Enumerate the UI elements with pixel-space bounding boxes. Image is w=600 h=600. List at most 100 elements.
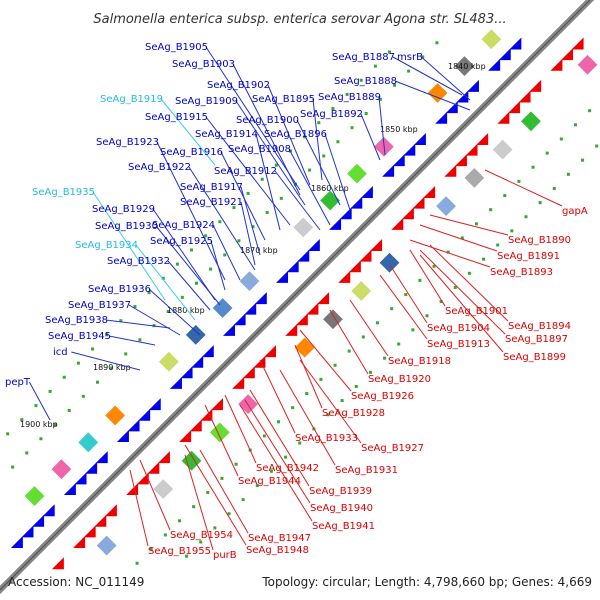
track-dot: [340, 399, 344, 403]
reverse-gene-label: SeAg_B1913: [427, 339, 490, 350]
leader-line: [409, 239, 491, 268]
leader-line: [128, 304, 181, 336]
reverse-gene-arrow: [359, 249, 372, 262]
track-dot: [246, 191, 250, 195]
reverse-gene-label: SeAg_B1920: [368, 374, 431, 385]
track-dot: [6, 432, 10, 436]
reverse-gene-label: SeAg_B1918: [388, 356, 451, 367]
track-dot: [161, 276, 165, 280]
feature-block: [464, 167, 485, 188]
leader-line: [71, 351, 141, 371]
reverse-gene-arrow: [73, 536, 86, 549]
leader-line: [349, 299, 389, 357]
track-dot: [124, 352, 128, 356]
track-dot: [223, 253, 227, 257]
leader-line: [267, 84, 311, 186]
forward-gene-arrow: [488, 58, 501, 71]
track-dot: [180, 295, 184, 299]
track-dot: [199, 540, 203, 544]
leader-line: [378, 96, 386, 156]
track-dot: [213, 526, 217, 530]
forward-gene-arrow: [403, 143, 416, 156]
reverse-gene-label: SeAg_B1948: [246, 545, 309, 556]
kbp-label: 1880 kbp: [167, 306, 205, 315]
leader-line: [148, 288, 201, 336]
track-dot: [460, 236, 464, 240]
track-dot: [204, 234, 208, 238]
kbp-label: 1840 kbp: [448, 62, 486, 71]
reverse-gene-arrow: [83, 525, 96, 538]
track-dot: [425, 314, 429, 318]
feature-block: [481, 29, 502, 50]
track-dot: [350, 126, 354, 130]
feature-block: [24, 486, 45, 506]
reverse-gene-arrow: [232, 376, 245, 389]
feature-block: [294, 337, 315, 358]
track-dot: [274, 163, 278, 167]
feature-block: [239, 271, 260, 291]
track-dot: [110, 366, 114, 370]
forward-gene-label: SeAg_B1919: [100, 94, 163, 105]
track-dot: [175, 262, 179, 266]
track-dot: [105, 333, 109, 337]
reverse-gene-arrow: [338, 270, 351, 283]
forward-gene-label: msrB: [397, 52, 423, 63]
track-dot: [531, 165, 535, 169]
track-dot: [581, 158, 585, 162]
forward-gene-arrow: [21, 525, 34, 538]
forward-gene-label: SeAg_B1923: [96, 137, 159, 148]
track-dot: [185, 554, 189, 558]
track-dot: [552, 186, 556, 190]
track-dot: [435, 41, 439, 45]
reverse-gene-arrow: [253, 355, 266, 368]
track-dot: [279, 196, 283, 200]
feature-block: [454, 56, 475, 77]
track-dot: [595, 144, 599, 148]
forward-gene-arrow: [350, 196, 363, 209]
leader-line: [255, 133, 281, 231]
reverse-gene-label: SeAg_B1904: [427, 323, 490, 334]
track-dot: [163, 533, 167, 537]
forward-gene-label: SeAg_B1889: [318, 92, 381, 103]
leader-line: [129, 469, 149, 547]
reverse-gene-arrow: [465, 143, 478, 156]
forward-gene-label: SeAg_B1935: [32, 187, 95, 198]
track-dot: [298, 441, 302, 445]
reverse-gene-arrow: [454, 154, 467, 167]
forward-gene-label: SeAg_B1930: [95, 221, 158, 232]
forward-gene-arrow: [339, 207, 352, 220]
track-dot: [241, 498, 245, 502]
reverse-gene-label: SeAg_B1941: [312, 521, 375, 532]
forward-gene-arrow: [116, 429, 129, 442]
forward-gene-arrow: [95, 451, 108, 464]
reverse-gene-label: gapA: [562, 206, 588, 217]
forward-gene-label: SeAg_B1900: [236, 115, 299, 126]
leader-line: [392, 56, 463, 96]
track-dot: [147, 290, 151, 294]
forward-gene-arrow: [254, 292, 267, 305]
forward-gene-arrow: [382, 164, 395, 177]
reverse-gene-labels: gapA SeAg_B1890 SeAg_B1891 SeAg_B1893 SeAg_B…: [148, 206, 588, 561]
feature-block: [427, 83, 448, 103]
feature-block: [492, 139, 513, 160]
forward-gene-label: SeAg_B1924: [152, 220, 215, 231]
reverse-gene-arrow: [497, 111, 510, 124]
leader-line: [155, 225, 221, 306]
reverse-gene-label: SeAg_B1947: [248, 533, 311, 544]
reverse-gene-arrow: [126, 482, 139, 495]
reverse-gene-arrow: [264, 345, 277, 358]
feature-block: [209, 422, 230, 443]
track-dot: [260, 177, 264, 181]
feature-block: [320, 190, 341, 211]
leader-line: [274, 170, 321, 231]
track-dot: [326, 413, 330, 417]
leader-line: [259, 359, 296, 434]
forward-leader-lines: [28, 46, 471, 421]
leader-line: [105, 319, 171, 329]
leader-line: [429, 244, 509, 322]
track-dot: [262, 434, 266, 438]
track-dot: [305, 392, 309, 396]
leader-line: [299, 329, 352, 392]
reverse-gene-arrow: [94, 514, 107, 527]
track-dot: [209, 267, 213, 271]
